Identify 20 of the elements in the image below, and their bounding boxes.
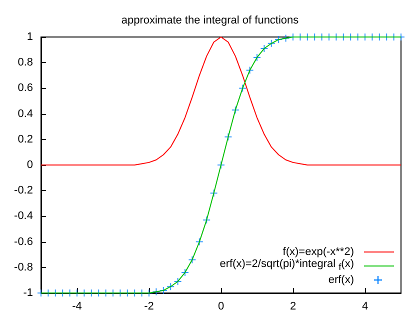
x-tick-label: -2 — [144, 300, 154, 312]
x-tick-label: -4 — [72, 300, 82, 312]
x-tick-label: 0 — [218, 300, 224, 312]
y-tick-label: -0.4 — [14, 210, 33, 222]
y-tick-label: -0.8 — [14, 261, 33, 274]
y-tick-label: 1 — [26, 31, 33, 43]
y-tick-label: 0.8 — [18, 56, 33, 69]
y-tick-label: -1 — [23, 287, 33, 299]
chart-title: approximate the integral of functions — [121, 14, 300, 26]
y-tick-label: 0.6 — [18, 82, 33, 94]
y-tick-label: 0 — [26, 159, 33, 171]
x-tick-label: 2 — [290, 300, 296, 312]
y-tick-label: -0.2 — [14, 184, 33, 197]
y-tick-label: -0.6 — [14, 236, 33, 248]
x-tick-label: 4 — [362, 300, 368, 312]
y-tick-label: 0.2 — [18, 133, 33, 146]
legend-label: f(x)=exp(-x**2) — [282, 245, 354, 259]
legend-label: erf(x)=2/sqrt(pi)*integral $_{f}$(x) — [220, 258, 354, 275]
y-tick-label: 0.4 — [18, 108, 33, 120]
legend-label: erf(x) — [328, 273, 354, 287]
